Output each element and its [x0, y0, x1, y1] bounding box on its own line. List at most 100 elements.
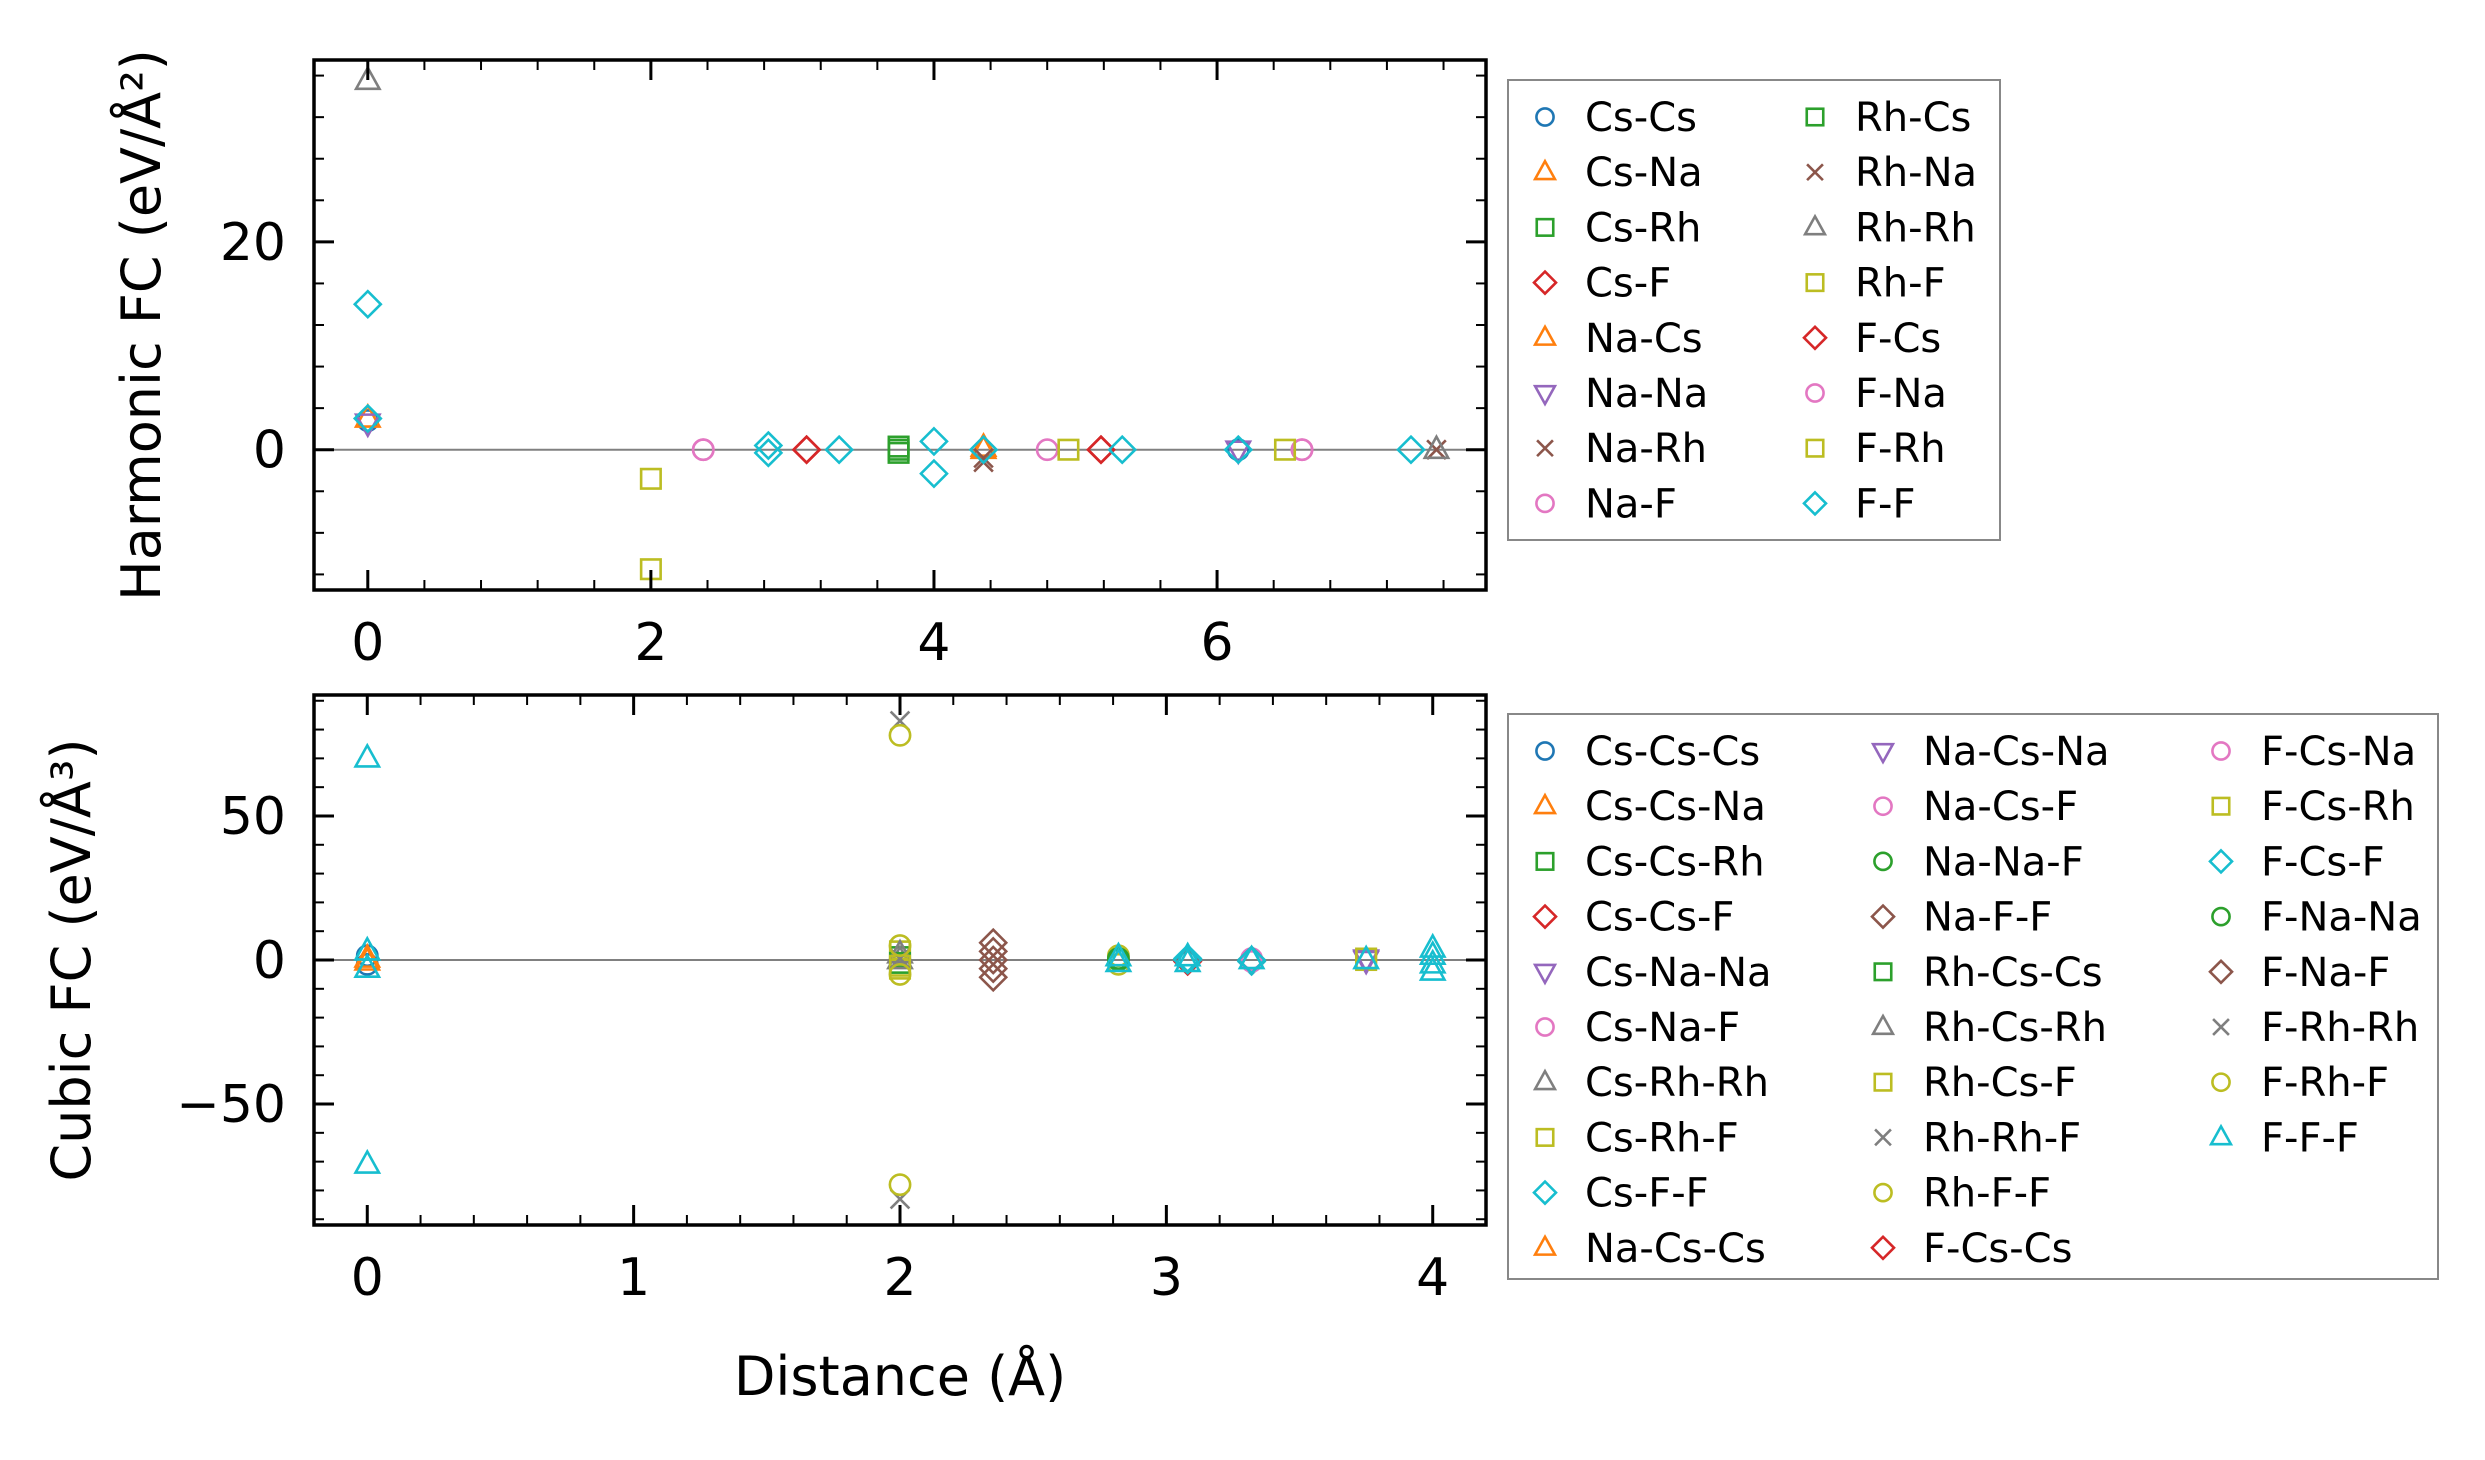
cubic-xtick-label: 0 — [351, 1248, 384, 1308]
harmonic-point-rh-rh-1 — [1422, 434, 1451, 460]
harmonic-point-f-f-4 — [824, 434, 854, 465]
harmonic-point-f-rh-0 — [1057, 438, 1080, 461]
cubic-legend-label: Rh-Cs-F — [1923, 1060, 2077, 1106]
harmonic-legend-label: Rh-Cs — [1855, 95, 1971, 141]
cubic-legend-marker-na-na-f — [1873, 851, 1893, 872]
cubic-point-f-na-f-1 — [978, 953, 1009, 984]
harmonic-point-f-f-6 — [919, 458, 949, 489]
cubic-legend-entry-rh-cs-f: Rh-Cs-F — [1873, 1060, 2077, 1106]
harmonic-point-na-rh-0 — [973, 447, 994, 469]
cubic-legend-entry-f-na-f: F-Na-F — [2208, 950, 2390, 996]
harmonic-legend-label: Rh-Rh — [1855, 205, 1976, 251]
harmonic-point-f-na-0 — [691, 438, 715, 462]
cubic-legend-marker-cs-f-f — [1532, 1179, 1558, 1206]
harmonic-point-na-na-1 — [1224, 440, 1253, 466]
cubic-legend-label: F-Cs-F — [2261, 839, 2385, 885]
harmonic-legend-label: Cs-Rh — [1585, 205, 1701, 251]
harmonic-point-f-na-1 — [1290, 438, 1314, 462]
cubic-legend-label: F-Na-Na — [2261, 895, 2422, 941]
harmonic-legend-entry-na-na: Na-Na — [1532, 371, 1708, 417]
cubic-legend-marker-f-cs-rh — [2211, 796, 2231, 816]
harmonic-legend-marker-rh-na — [1806, 163, 1824, 182]
cubic-legend-label: F-F-F — [2261, 1115, 2359, 1161]
harmonic-point-f-f-1 — [352, 403, 383, 434]
cubic-legend-marker-f-cs-f — [2208, 848, 2234, 875]
harmonic-point-rh-cs-0 — [887, 438, 910, 461]
cubic-legend-marker-na-cs-cs — [1532, 1234, 1558, 1256]
cubic-xtick-label: 3 — [1150, 1248, 1183, 1308]
cubic-legend-label: Rh-Cs-Rh — [1923, 1005, 2107, 1051]
cubic-legend-entry-f-f-f: F-F-F — [2208, 1115, 2359, 1161]
cubic-legend-entry-cs-cs-cs: Cs-Cs-Cs — [1535, 729, 1760, 775]
harmonic-legend: Cs-Cs Cs-Na Cs-Rh Cs-F Na-Cs Na-Na Na-Rh Na-F Rh… — [1532, 95, 1977, 527]
cubic-legend: Cs-Cs-Cs Cs-Cs-Na Cs-Cs-Rh Cs-Cs-F Cs-Na-Na C… — [1532, 729, 2422, 1272]
cubic-point-na-cs-na-0 — [1352, 949, 1381, 975]
harmonic-legend-entry-rh-rh: Rh-Rh — [1802, 205, 1976, 251]
cubic-legend-entry-f-cs-cs: F-Cs-Cs — [1870, 1226, 2072, 1272]
cubic-ticks: 0 1 2 3 4 −50 0 50 — [176, 695, 1487, 1308]
harmonic-legend-label: Rh-Na — [1855, 150, 1977, 196]
cubic-legend-marker-cs-na-f — [1535, 1017, 1555, 1037]
cubic-legend-label: Na-F-F — [1923, 895, 2052, 941]
cubic-legend-marker-f-cs-na — [2211, 741, 2231, 761]
harmonic-point-f-f-10 — [1396, 434, 1426, 465]
cubic-legend-label: F-Rh-F — [2261, 1060, 2389, 1106]
cubic-point-f-f-f-3 — [353, 1148, 382, 1174]
cubic-point-f-na-f-0 — [978, 936, 1009, 967]
cubic-legend-entry-cs-na-f: Cs-Na-F — [1535, 1005, 1740, 1051]
harmonic-point-f-f-9 — [1223, 434, 1254, 465]
cubic-legend-marker-rh-cs-f — [1873, 1072, 1893, 1092]
harmonic-legend-entry-na-f: Na-F — [1535, 481, 1677, 527]
harmonic-point-rh-f-0 — [639, 467, 662, 490]
cubic-legend-entry-f-cs-f: F-Cs-F — [2208, 839, 2385, 885]
harmonic-legend-marker-cs-na — [1532, 158, 1558, 181]
cubic-point-rh-f-f-0 — [888, 723, 912, 747]
cubic-point-na-f-f-2 — [978, 962, 1009, 993]
cubic-ytick-label: 0 — [253, 931, 286, 991]
cubic-point-f-f-f-7 — [1173, 947, 1202, 973]
harmonic-point-na-rh-1 — [1426, 439, 1447, 460]
cubic-ylabel: Cubic FC (eV/Å³) — [39, 738, 103, 1181]
cubic-panel: 0 1 2 3 4 −50 0 50 Cubic FC (eV/Å³) Distance (Å… — [39, 693, 2439, 1408]
harmonic-legend-label: Cs-Na — [1585, 150, 1703, 196]
harmonic-legend-entry-f-cs: F-Cs — [1802, 316, 1941, 362]
harmonic-legend-marker-f-f — [1802, 490, 1828, 517]
cubic-legend-label: Cs-Na-F — [1585, 1005, 1740, 1051]
harmonic-point-f-f-0 — [352, 289, 383, 320]
cubic-legend-marker-cs-cs-na — [1532, 792, 1558, 815]
cubic-legend-label: Cs-Na-Na — [1585, 950, 1772, 996]
cubic-point-f-f-f-0 — [353, 742, 382, 768]
cubic-legend-marker-cs-cs-rh — [1535, 851, 1555, 871]
cubic-legend-marker-f-rh-f — [2211, 1072, 2231, 1093]
harmonic-legend-label: F-Rh — [1855, 426, 1946, 472]
harmonic-legend-marker-cs-f — [1532, 269, 1558, 296]
cubic-xtick-label: 4 — [1416, 1248, 1449, 1308]
cubic-point-f-f-f-5 — [1104, 947, 1133, 973]
cubic-legend-marker-na-cs-f — [1873, 796, 1893, 817]
cubic-point-f-f-f-11 — [1418, 940, 1447, 966]
cubic-legend-label: Cs-Rh-F — [1585, 1115, 1739, 1161]
cubic-point-f-f-f-4 — [1104, 941, 1133, 967]
harmonic-legend-label: Na-Cs — [1585, 316, 1703, 362]
harmonic-legend-marker-na-rh — [1536, 439, 1554, 458]
cubic-legend-entry-f-cs-na: F-Cs-Na — [2211, 729, 2416, 775]
harmonic-legend-marker-na-na — [1532, 384, 1558, 407]
cubic-legend-label: Na-Cs-Na — [1923, 729, 2110, 775]
cubic-legend-entry-cs-f-f: Cs-F-F — [1532, 1171, 1709, 1217]
cubic-legend-entry-na-f-f: Na-F-F — [1870, 895, 2052, 941]
cubic-legend-entry-cs-cs-na: Cs-Cs-Na — [1532, 784, 1766, 830]
harmonic-legend-label: Cs-Cs — [1585, 95, 1697, 141]
cubic-xtick-label: 1 — [617, 1248, 650, 1308]
harmonic-legend-entry-rh-na: Rh-Na — [1806, 150, 1977, 196]
cubic-legend-entry-na-na-f: Na-Na-F — [1873, 839, 2084, 885]
cubic-legend-entry-cs-rh-rh: Cs-Rh-Rh — [1532, 1060, 1769, 1106]
harmonic-legend-entry-na-rh: Na-Rh — [1536, 426, 1707, 472]
cubic-ytick-label: −50 — [176, 1075, 286, 1135]
cubic-point-cs-rh-rh-0 — [886, 944, 914, 970]
harmonic-legend-label: Rh-F — [1855, 261, 1946, 307]
harmonic-point-cs-cs-1 — [1226, 438, 1250, 462]
cubic-legend-label: Rh-Rh-F — [1923, 1115, 2081, 1161]
cubic-legend-label: F-Cs-Na — [2261, 729, 2416, 775]
harmonic-legend-marker-rh-cs — [1805, 107, 1825, 127]
